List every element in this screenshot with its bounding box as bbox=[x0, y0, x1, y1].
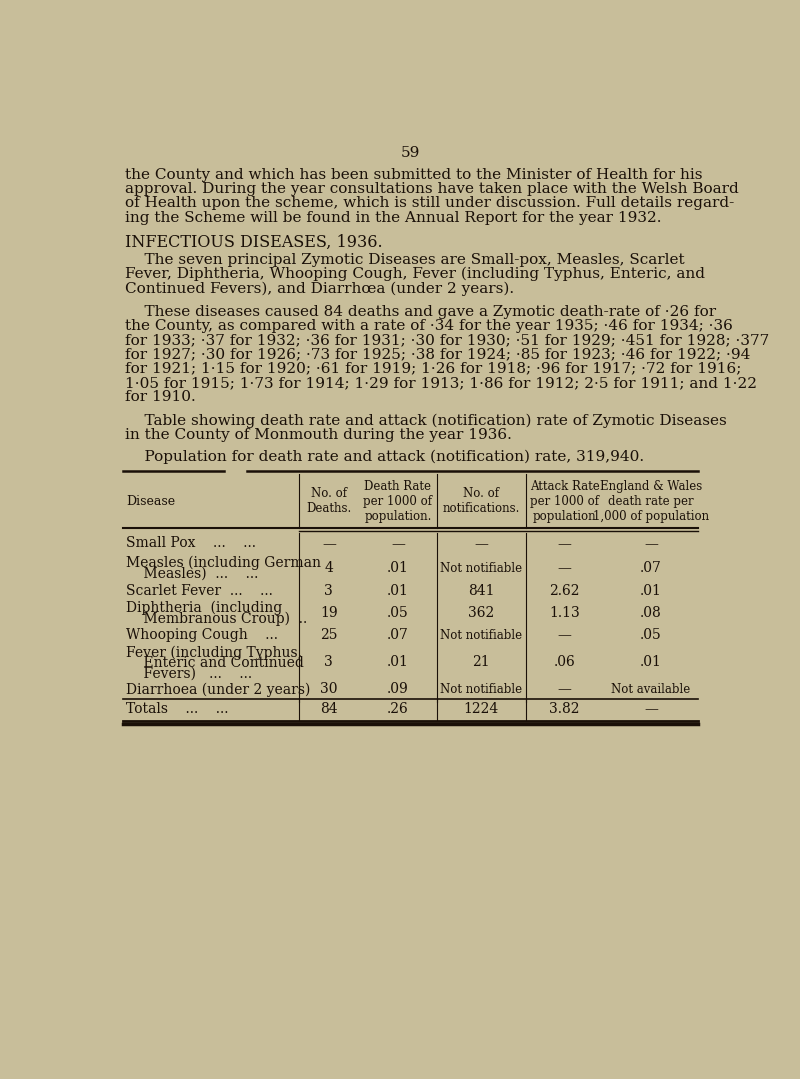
Text: Disease: Disease bbox=[126, 495, 175, 508]
Text: —: — bbox=[474, 537, 488, 551]
Text: 3: 3 bbox=[325, 655, 334, 669]
Text: Attack Rate
per 1000 of
population: Attack Rate per 1000 of population bbox=[530, 480, 599, 523]
Text: Diarrhoea (under 2 years): Diarrhoea (under 2 years) bbox=[126, 682, 310, 697]
Text: 1224: 1224 bbox=[463, 702, 499, 716]
Text: .05: .05 bbox=[640, 628, 662, 642]
Text: .01: .01 bbox=[640, 584, 662, 598]
Text: Fevers)   ...    ...: Fevers) ... ... bbox=[126, 667, 253, 681]
Text: .08: .08 bbox=[640, 606, 662, 620]
Text: .01: .01 bbox=[640, 655, 662, 669]
Text: Totals    ...    ...: Totals ... ... bbox=[126, 702, 229, 716]
Text: .06: .06 bbox=[554, 655, 575, 669]
Text: The seven principal Zymotic Diseases are Small-pox, Measles, Scarlet: The seven principal Zymotic Diseases are… bbox=[125, 252, 685, 267]
Text: of Health upon the scheme, which is still under discussion. Full details regard-: of Health upon the scheme, which is stil… bbox=[125, 196, 734, 210]
Text: Diphtheria  (including: Diphtheria (including bbox=[126, 601, 282, 615]
Text: Membranous Croup)  ..: Membranous Croup) .. bbox=[126, 612, 308, 626]
Text: Measles (including German: Measles (including German bbox=[126, 556, 322, 571]
Text: These diseases caused 84 deaths and gave a Zymotic death-rate of ·26 for: These diseases caused 84 deaths and gave… bbox=[125, 304, 716, 318]
Text: INFECTIOUS DISEASES, 1936.: INFECTIOUS DISEASES, 1936. bbox=[125, 234, 382, 251]
Text: No. of
Deaths.: No. of Deaths. bbox=[306, 488, 351, 516]
Text: 84: 84 bbox=[320, 702, 338, 716]
Text: —: — bbox=[558, 561, 571, 575]
Text: the County and which has been submitted to the Minister of Health for his: the County and which has been submitted … bbox=[125, 168, 702, 182]
Text: 3: 3 bbox=[325, 584, 334, 598]
Text: for 1910.: for 1910. bbox=[125, 391, 195, 405]
Text: 4: 4 bbox=[324, 561, 334, 575]
Text: Enteric and Continued: Enteric and Continued bbox=[126, 656, 304, 670]
Text: 21: 21 bbox=[473, 655, 490, 669]
Text: .01: .01 bbox=[387, 655, 409, 669]
Text: 1.13: 1.13 bbox=[550, 606, 580, 620]
Text: .05: .05 bbox=[387, 606, 409, 620]
Text: Not notifiable: Not notifiable bbox=[440, 629, 522, 642]
Text: No. of
notifications.: No. of notifications. bbox=[442, 488, 520, 516]
Text: 3.82: 3.82 bbox=[550, 702, 580, 716]
Text: 30: 30 bbox=[320, 682, 338, 696]
Text: 2.62: 2.62 bbox=[550, 584, 580, 598]
Text: Table showing death rate and attack (notification) rate of Zymotic Diseases: Table showing death rate and attack (not… bbox=[125, 413, 726, 428]
Text: —: — bbox=[644, 702, 658, 716]
Text: 1·05 for 1915; 1·73 for 1914; 1·29 for 1913; 1·86 for 1912; 2·5 for 1911; and 1·: 1·05 for 1915; 1·73 for 1914; 1·29 for 1… bbox=[125, 375, 757, 390]
Text: Scarlet Fever  ...    ...: Scarlet Fever ... ... bbox=[126, 584, 274, 598]
Text: .07: .07 bbox=[640, 561, 662, 575]
Text: for 1921; 1·15 for 1920; ·61 for 1919; 1·26 for 1918; ·96 for 1917; ·72 for 1916: for 1921; 1·15 for 1920; ·61 for 1919; 1… bbox=[125, 361, 741, 375]
Text: Not available: Not available bbox=[611, 683, 690, 696]
Text: —: — bbox=[558, 537, 571, 551]
Text: —: — bbox=[558, 628, 571, 642]
Text: England & Wales
death rate per
1,000 of population: England & Wales death rate per 1,000 of … bbox=[593, 480, 709, 523]
Text: .01: .01 bbox=[387, 584, 409, 598]
Text: Measles)  ...    ...: Measles) ... ... bbox=[126, 566, 258, 581]
Text: 19: 19 bbox=[320, 606, 338, 620]
Text: 841: 841 bbox=[468, 584, 494, 598]
Text: —: — bbox=[558, 682, 571, 696]
Text: in the County of Monmouth during the year 1936.: in the County of Monmouth during the yea… bbox=[125, 428, 512, 442]
Text: —: — bbox=[322, 537, 336, 551]
Text: .07: .07 bbox=[387, 628, 409, 642]
Text: approval. During the year consultations have taken place with the Welsh Board: approval. During the year consultations … bbox=[125, 182, 738, 196]
Text: .01: .01 bbox=[387, 561, 409, 575]
Text: 362: 362 bbox=[468, 606, 494, 620]
Text: Not notifiable: Not notifiable bbox=[440, 562, 522, 575]
Text: 59: 59 bbox=[400, 147, 420, 161]
Text: 25: 25 bbox=[320, 628, 338, 642]
Text: Death Rate
per 1000 of
population.: Death Rate per 1000 of population. bbox=[363, 480, 432, 523]
Text: —: — bbox=[391, 537, 405, 551]
Text: Population for death rate and attack (notification) rate, 319,940.: Population for death rate and attack (no… bbox=[125, 450, 644, 464]
Text: for 1933; ·37 for 1932; ·36 for 1931; ·30 for 1930; ·51 for 1929; ·451 for 1928;: for 1933; ·37 for 1932; ·36 for 1931; ·3… bbox=[125, 333, 769, 347]
Text: .09: .09 bbox=[387, 682, 409, 696]
Text: ing the Scheme will be found in the Annual Report for the year 1932.: ing the Scheme will be found in the Annu… bbox=[125, 210, 662, 224]
Text: Fever, Diphtheria, Whooping Cough, Fever (including Typhus, Enteric, and: Fever, Diphtheria, Whooping Cough, Fever… bbox=[125, 267, 705, 282]
Text: for 1927; ·30 for 1926; ·73 for 1925; ·38 for 1924; ·85 for 1923; ·46 for 1922; : for 1927; ·30 for 1926; ·73 for 1925; ·3… bbox=[125, 347, 750, 361]
Text: —: — bbox=[644, 537, 658, 551]
Text: Small Pox    ...    ...: Small Pox ... ... bbox=[126, 536, 256, 550]
Text: Not notifiable: Not notifiable bbox=[440, 683, 522, 696]
Text: Whooping Cough    ...: Whooping Cough ... bbox=[126, 628, 278, 642]
Text: .26: .26 bbox=[387, 702, 409, 716]
Text: the County, as compared with a rate of ·34 for the year 1935; ·46 for 1934; ·36: the County, as compared with a rate of ·… bbox=[125, 319, 733, 333]
Text: Fever (including Typhus,: Fever (including Typhus, bbox=[126, 645, 302, 659]
Text: Continued Fevers), and Diarrhœa (under 2 years).: Continued Fevers), and Diarrhœa (under 2… bbox=[125, 282, 514, 296]
